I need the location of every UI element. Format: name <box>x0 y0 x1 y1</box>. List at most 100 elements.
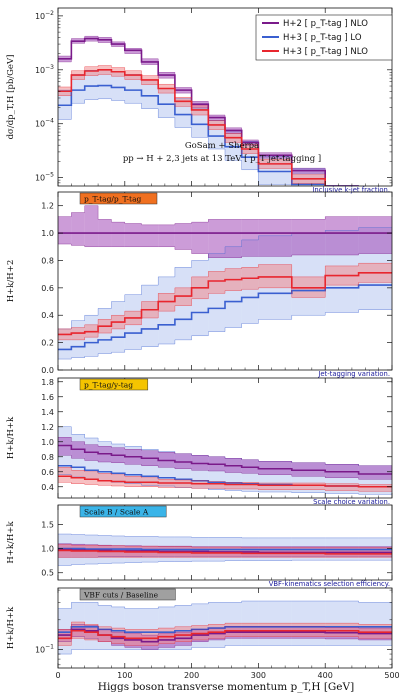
y-tick-label-ratio2-1: 0.6 <box>41 468 54 477</box>
y-tick-label-ratio3-1: 1.0 <box>41 545 54 554</box>
band-ratio1-s0-bin8 <box>174 223 192 250</box>
series-line-ratio2-s2 <box>58 475 392 488</box>
band-main-s1-bin9 <box>191 108 209 138</box>
band-ratio4-s2-bin15 <box>325 623 359 637</box>
panel-note-main: Inclusive k-jet fraction. <box>312 186 390 194</box>
axes-frame-ratio1 <box>57 191 393 371</box>
band-ratio2-s2-bin14 <box>291 483 326 490</box>
band-ratio2-s2-bin11 <box>225 482 242 489</box>
x-axis-label: Higgs boson transverse momentum p_T,H [G… <box>98 681 354 693</box>
band-ratio4-s2-bin11 <box>225 623 242 637</box>
band-ratio4-s2-bin7 <box>158 628 175 644</box>
band-ratio1-s0-bin4 <box>111 222 125 247</box>
band-ratio1-s0-bin14 <box>291 219 326 255</box>
series-line-ratio2-s0 <box>58 444 392 475</box>
y-tick-label-ratio1-2: 0.4 <box>41 311 54 320</box>
band-ratio4-s2-bin3 <box>98 626 112 642</box>
series-line-main-s2 <box>58 69 326 186</box>
panel-tag-ratio1: p_T-tag/p_T-tag <box>79 192 158 205</box>
plot-area-ratio1 <box>58 205 392 360</box>
axes-frame-ratio3 <box>57 504 393 581</box>
band-ratio2-s2-bin16 <box>358 484 392 492</box>
band-main-s1-bin6 <box>141 80 159 109</box>
band-ratio2-s2-bin3 <box>98 473 112 486</box>
band-edge-hi-ratio1-s0 <box>58 205 392 226</box>
band-ratio1-s0-bin5 <box>124 223 142 247</box>
band-ratio1-s0-bin11 <box>225 219 242 258</box>
panel-tag-box-ratio1 <box>79 192 158 205</box>
y-axis-label-ratio1: H+k/H+2 <box>6 260 16 303</box>
plot-area-ratio2 <box>58 426 392 495</box>
band-edge-hi-ratio1-s2 <box>58 262 392 330</box>
band-main-s1-bin7 <box>158 88 175 118</box>
band-main-s2-bin16 <box>359 205 392 214</box>
band-ratio2-s2-bin12 <box>241 482 259 489</box>
legend-label-h3-lo: H+3 [ p_T-tag ] LO <box>283 33 362 43</box>
series-line-main-s0 <box>58 37 326 186</box>
x-tick-label-5: 500 <box>384 671 399 680</box>
band-ratio1-s0-bin2 <box>84 205 99 247</box>
panel-ratio2: 0.4 0.6 0.8 1.0 1.2 1.4 1.6 1.8 H+k/H+k p_T-tag/y… <box>6 377 393 506</box>
y-tick-label-main-1: 10−4 <box>35 118 54 129</box>
band-ratio1-s0-bin1 <box>71 212 85 246</box>
panel-ratio3: 0.5 1.0 1.5 H+k/H+k Scale B / Scale A VBF-kin… <box>6 504 393 588</box>
band-ratio4-s2-bin0 <box>58 629 72 646</box>
x-tick-label-0: 0 <box>55 671 60 680</box>
band-edge-hi-ratio3-s2 <box>58 544 392 548</box>
band-edge-lo-ratio1-s1 <box>58 309 392 360</box>
band-edge-hi-ratio4-s1 <box>58 600 392 609</box>
plot-area-ratio3 <box>58 533 392 566</box>
axes-frame-main <box>57 7 393 187</box>
series-line-ratio3-s1 <box>58 547 392 551</box>
band-edge-hi-ratio3-s1 <box>58 533 392 539</box>
band-edge-lo-ratio4-s0 <box>58 636 392 650</box>
panel-main: 10−5 10−4 10−3 10−2 dσ/dp_T,H [pb/GeV] Inclus… <box>6 7 393 214</box>
panel-tag-ratio4: VBF cuts / Baseline <box>79 588 176 601</box>
legend-label-h2-nlo: H+2 [ p_T-tag ] NLO <box>283 19 368 29</box>
band-ratio1-s0-bin13 <box>258 219 292 257</box>
annotation-line2: pp → H + 2,3 jets at 13 TeV [ p_T jet-ta… <box>123 154 321 164</box>
band-ratio2-s2-bin10 <box>208 481 225 489</box>
y-tick-label-ratio1-5: 1.0 <box>41 229 54 238</box>
series-line-ratio4-s2 <box>58 629 392 640</box>
legend: H+2 [ p_T-tag ] NLO H+3 [ p_T-tag ] LO H… <box>255 14 393 61</box>
y-tick-label-ratio1-3: 0.6 <box>41 284 54 293</box>
band-edge-lo-ratio2-s2 <box>58 482 392 492</box>
legend-label-h3-nlo: H+3 [ p_T-tag ] NLO <box>283 47 368 57</box>
y-axis-label-ratio4: H+k/H+k <box>6 606 16 649</box>
band-ratio2-s2-bin2 <box>84 471 99 485</box>
y-tick-label-ratio2-4: 1.2 <box>41 423 54 432</box>
panel-tag-label-ratio4: VBF cuts / Baseline <box>83 591 159 600</box>
band-edge-lo-main-s1 <box>58 98 293 186</box>
band-edge-hi-ratio2-s2 <box>58 467 392 485</box>
panel-ratio1: 0.0 0.2 0.4 0.6 0.8 1.0 1.2 H+k/H+2 p_T-tag/p_T-… <box>6 191 393 378</box>
y-tick-label-ratio1-6: 1.2 <box>41 202 54 211</box>
panel-tag-label-ratio2: p_T-tag/y-tag <box>84 381 133 390</box>
y-tick-label-ratio2-6: 1.6 <box>41 393 54 402</box>
panel-ratio4: 10−1 0 100 200 300 400 500 H+k/H+k VBF cuts / Ba… <box>6 587 400 680</box>
band-ratio1-s0-bin0 <box>58 216 72 245</box>
band-main-s1-bin4 <box>111 71 125 101</box>
band-edge-lo-ratio3-s1 <box>58 559 392 566</box>
band-ratio4-s2-bin14 <box>291 623 326 637</box>
band-ratio1-s0-bin10 <box>208 219 225 258</box>
panel-tag-ratio2: p_T-tag/y-tag <box>79 378 149 391</box>
y-tick-label-ratio2-2: 0.8 <box>41 453 54 462</box>
x-tick-label-3: 300 <box>251 671 266 680</box>
band-edge-lo-ratio1-s2 <box>58 282 392 341</box>
panel-note-ratio1: Jet-tagging variation. <box>317 370 390 378</box>
y-tick-label-ratio2-5: 1.4 <box>41 408 54 417</box>
series-line-ratio3-s2 <box>58 549 392 555</box>
band-main-s1-bin2 <box>84 70 99 100</box>
y-tick-label-ratio2-3: 1.0 <box>41 438 54 447</box>
band-edge-hi-ratio1-s1 <box>58 227 392 330</box>
band-edge-lo-ratio4-s1 <box>58 645 392 655</box>
band-edge-hi-ratio2-s0 <box>58 437 392 466</box>
y-tick-label-main-2: 10−3 <box>35 64 54 75</box>
panel-note-ratio3: VBF-kinematics selection efficiency. <box>269 580 390 588</box>
panel-tag-label-ratio1: p_T-tag/p_T-tag <box>84 195 142 204</box>
band-ratio2-s2-bin4 <box>111 474 125 486</box>
band-edge-lo-ratio4-s2 <box>58 636 392 646</box>
y-tick-label-ratio4-0: 10−1 <box>35 644 54 655</box>
band-ratio1-s0-bin15 <box>325 216 359 255</box>
